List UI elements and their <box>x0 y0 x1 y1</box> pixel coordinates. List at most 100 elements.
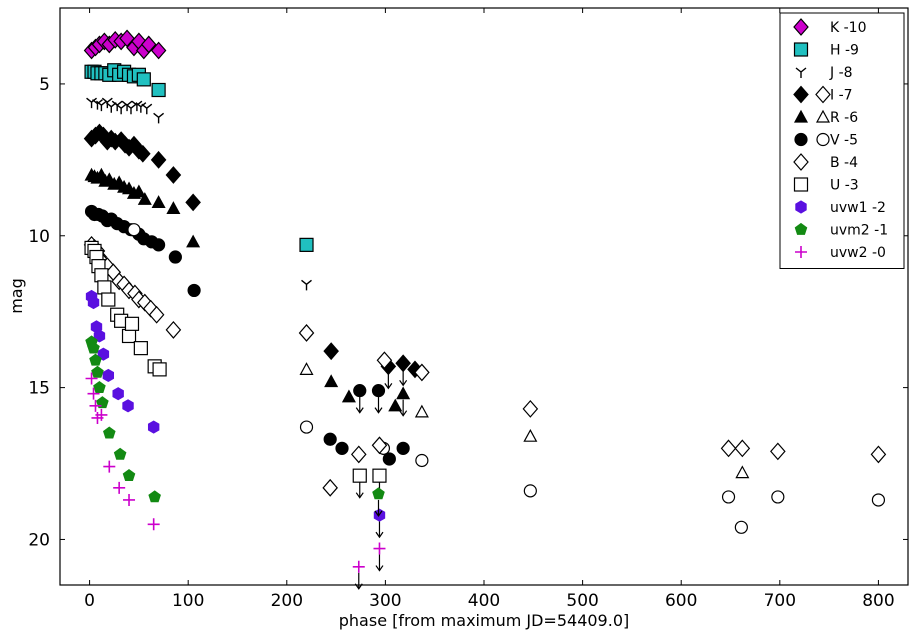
data-point <box>299 237 314 252</box>
legend-label: K -10 <box>830 20 867 36</box>
data-point <box>396 386 411 400</box>
series-i-7-open <box>298 324 887 464</box>
x-tick-label: 500 <box>566 591 598 611</box>
data-point <box>301 279 312 291</box>
legend-label: R -6 <box>830 110 858 126</box>
legend-item: H -9 <box>793 42 859 59</box>
data-point <box>165 320 182 339</box>
upper-limit-arrow <box>355 481 364 499</box>
data-point <box>121 328 137 344</box>
data-point <box>119 29 135 48</box>
legend-marker <box>793 177 809 192</box>
data-point <box>168 250 182 264</box>
series-uvw1-2 <box>85 289 160 434</box>
data-point <box>148 305 165 324</box>
data-point <box>123 493 136 506</box>
data-point <box>89 399 102 412</box>
data-point <box>523 428 538 442</box>
legend-marker <box>795 246 807 258</box>
series-r-6-open <box>299 362 750 479</box>
x-tick-label: 0 <box>84 591 95 611</box>
data-point <box>91 365 104 378</box>
legend-item: B -4 <box>793 153 858 171</box>
series-r-6-limit <box>396 386 411 417</box>
legend-item: J -8 <box>795 65 853 81</box>
legend-marker <box>815 109 831 123</box>
data-point <box>133 341 148 356</box>
data-point <box>371 436 388 455</box>
data-point <box>94 268 109 283</box>
legend-label: J -8 <box>829 65 853 81</box>
legend-marker <box>794 222 808 235</box>
data-point <box>372 468 387 483</box>
data-point <box>147 518 160 531</box>
data-point <box>522 399 539 418</box>
legend-item: uvw1 -2 <box>795 200 886 216</box>
data-point <box>298 324 315 342</box>
data-point <box>323 432 337 446</box>
data-point <box>371 384 386 398</box>
legend-marker <box>794 132 808 147</box>
legend-marker <box>793 85 809 104</box>
data-point <box>186 234 201 248</box>
data-point <box>136 72 151 87</box>
data-point <box>101 292 116 307</box>
data-point <box>113 447 127 460</box>
data-point <box>115 103 127 115</box>
data-point <box>112 387 124 401</box>
data-point <box>97 347 110 361</box>
legend-item: I -7 <box>793 85 853 104</box>
series-v-5-limit <box>353 384 386 414</box>
data-point <box>125 103 137 115</box>
data-point <box>153 112 165 124</box>
data-point <box>734 520 748 534</box>
upper-limit-arrow <box>375 521 384 539</box>
legend-marker <box>793 109 809 123</box>
data-point <box>151 195 166 208</box>
data-point <box>352 560 365 573</box>
data-point <box>150 41 167 60</box>
data-point <box>341 389 356 403</box>
legend-item: K -10 <box>793 18 867 36</box>
data-point <box>122 399 134 413</box>
x-tick-label: 100 <box>172 591 204 611</box>
data-point <box>147 420 160 434</box>
series-uvm2-1-limit <box>372 487 385 517</box>
data-point <box>89 353 102 366</box>
series-r-6 <box>84 167 403 412</box>
y-tick-label: 20 <box>28 530 50 550</box>
data-point <box>323 342 339 361</box>
data-point <box>396 441 410 455</box>
x-tick-label: 400 <box>468 591 500 611</box>
data-point <box>299 420 314 434</box>
legend-marker <box>793 18 809 36</box>
legend-label: H -9 <box>830 43 859 59</box>
data-point <box>720 439 737 458</box>
data-point <box>523 484 537 498</box>
axis-ticks: 0 100 200 300 400 500 600 700 800 5 10 15 20 <box>28 8 908 611</box>
series-uvm2-1 <box>85 335 161 503</box>
series-uvw2-0 <box>85 372 160 531</box>
plot-frame <box>59 7 909 586</box>
upper-limit-arrow <box>354 572 363 590</box>
data-point <box>721 490 736 504</box>
data-point <box>152 362 167 377</box>
data-point <box>414 363 430 382</box>
legend-marker <box>795 200 807 214</box>
legend-marker <box>795 67 807 78</box>
data-point <box>395 354 411 373</box>
data-point <box>141 103 153 115</box>
data-point <box>97 280 112 295</box>
legend-item: uvm2 -1 <box>794 222 888 239</box>
upper-limit-arrow <box>374 499 383 517</box>
legend: K -10 H -9 J -8 I -7 R -6 V -5 B -4 U -3 uvw1 -2… <box>779 12 905 269</box>
data-point <box>103 460 116 473</box>
data-points <box>83 29 887 590</box>
y-axis-label: mag <box>7 278 26 314</box>
data-point <box>95 100 107 112</box>
data-point <box>322 478 338 497</box>
data-point <box>96 396 109 409</box>
data-point <box>870 445 887 464</box>
data-point <box>335 441 349 455</box>
